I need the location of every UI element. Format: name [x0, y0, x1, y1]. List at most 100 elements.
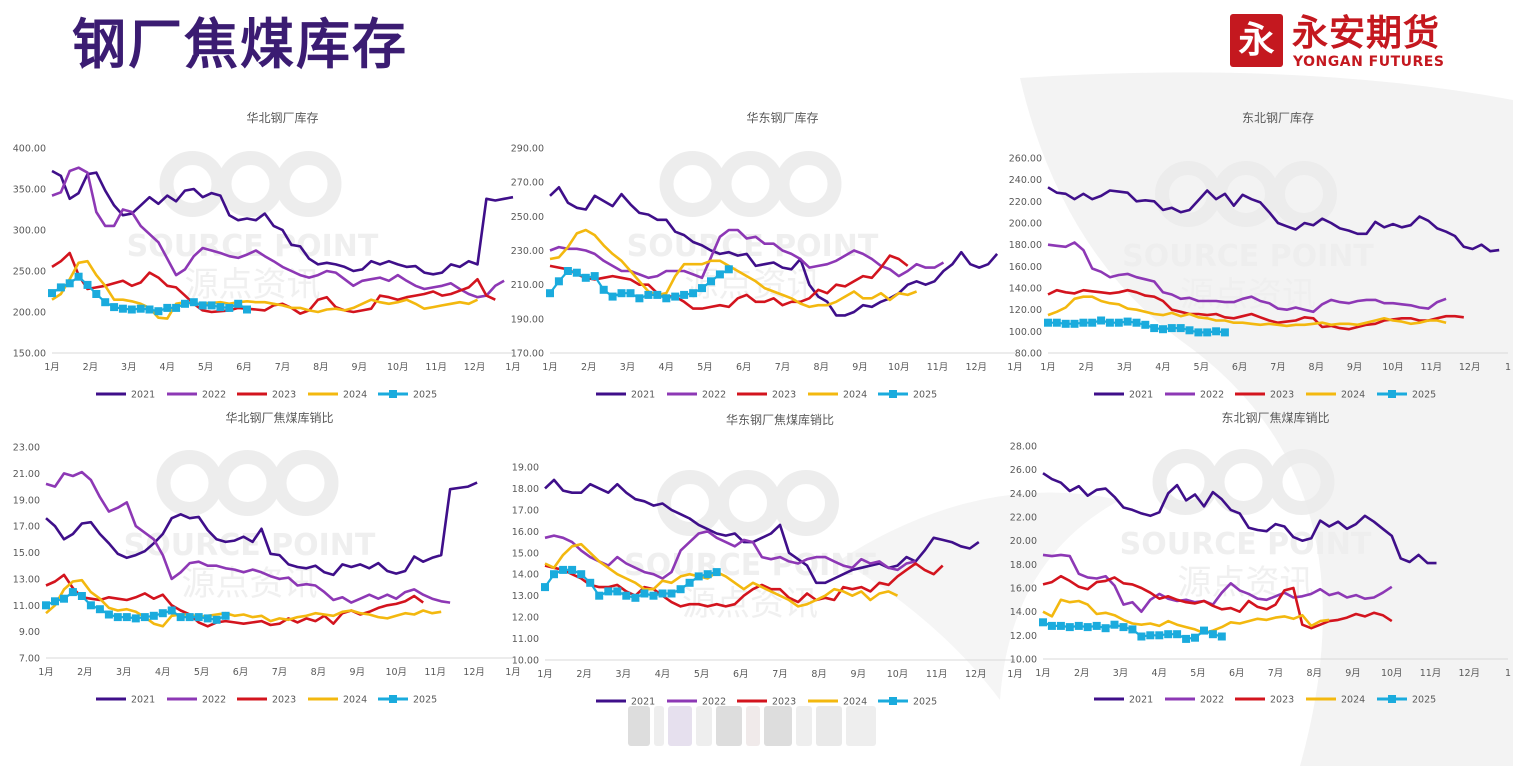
series-marker-2025 [86, 601, 95, 610]
y-tick-label: 24.00 [1010, 489, 1037, 500]
x-tick-label: 7月 [1268, 668, 1284, 679]
series-marker-2025 [653, 290, 662, 299]
x-tick-label: 12月 [965, 669, 987, 680]
legend-marker [389, 390, 397, 398]
y-tick-label: 100.00 [1009, 327, 1042, 338]
series-marker-2025 [658, 589, 667, 598]
x-tick-label: 5月 [1190, 668, 1206, 679]
y-tick-label: 19.00 [13, 495, 40, 506]
chart-title: 华东钢厂库存 [746, 110, 818, 125]
series-marker-2025 [685, 578, 694, 587]
x-tick-label: 4月 [155, 667, 171, 678]
series-marker-2025 [1164, 630, 1173, 639]
series-marker-2025 [703, 570, 712, 579]
x-tick-label: 5月 [697, 362, 713, 373]
series-line-2021 [544, 478, 980, 585]
series-line-2021 [1047, 186, 1500, 253]
series-marker-2025 [667, 589, 676, 598]
y-tick-label: 190.00 [511, 314, 544, 325]
series-marker-2025 [1132, 318, 1141, 327]
y-tick-label: 14.00 [1010, 607, 1037, 618]
legend-item-2025: 2025 [1377, 390, 1436, 401]
legend-item-2025: 2025 [878, 390, 937, 401]
legend-item-2024: 2024 [1306, 390, 1365, 401]
y-tick-label: 230.00 [511, 246, 544, 257]
x-tick-label: 6月 [736, 362, 752, 373]
chart-title: 东北钢厂库存 [1242, 110, 1314, 125]
y-tick-label: 400.00 [13, 144, 46, 155]
legend-item-2022: 2022 [667, 390, 726, 401]
x-tick-label: 9月 [1345, 668, 1361, 679]
y-tick-label: 12.00 [1010, 631, 1037, 642]
series-line-2022 [1047, 241, 1447, 314]
x-tick-label: 1月 [1035, 668, 1051, 679]
series-marker-2025 [221, 611, 230, 620]
y-tick-label: 17.00 [13, 522, 40, 533]
series-marker-2025 [110, 303, 119, 312]
legend-label: 2022 [1200, 390, 1224, 401]
y-tick-label: 21.00 [13, 469, 40, 480]
watermark-text-en: SOURCE POINT [627, 229, 879, 264]
series-marker-2025 [131, 614, 140, 623]
series-marker-2025 [1097, 316, 1106, 325]
series-marker-2025 [1155, 631, 1164, 640]
series-marker-2025 [1052, 318, 1061, 327]
x-tick-label: 7月 [775, 362, 791, 373]
x-tick-label: 7月 [772, 669, 788, 680]
legend-label: 2024 [1341, 695, 1365, 706]
x-tick-label: 2月 [1074, 668, 1090, 679]
series-marker-2025 [118, 304, 127, 313]
series-marker-2025 [1185, 326, 1194, 335]
series-marker-2025 [1110, 620, 1119, 629]
legend-label: 2022 [1200, 695, 1224, 706]
series-marker-2025 [172, 303, 181, 312]
legend-item-2025: 2025 [878, 697, 937, 708]
series-marker-2025 [550, 570, 558, 579]
series-line-2024 [1042, 598, 1330, 635]
legend-item-2025: 2025 [378, 390, 437, 401]
y-tick-label: 15.00 [512, 548, 539, 559]
y-tick-label: 300.00 [13, 226, 46, 237]
y-tick-label: 160.00 [1009, 262, 1042, 273]
y-tick-label: 20.00 [1010, 536, 1037, 547]
legend-label: 2021 [131, 390, 155, 401]
y-tick-label: 210.00 [511, 280, 544, 291]
series-marker-2025 [1047, 621, 1056, 630]
series-marker-2025 [154, 307, 163, 316]
chart-title: 华北钢厂焦煤库销比 [225, 410, 333, 425]
x-tick-label: 8月 [311, 667, 327, 678]
series-marker-2025 [136, 304, 145, 313]
series-marker-2025 [1167, 324, 1176, 333]
series-marker-2025 [671, 292, 680, 301]
y-tick-label: 13.00 [512, 591, 539, 602]
x-tick-label: 4月 [159, 362, 175, 373]
series-marker-2025 [167, 606, 176, 615]
series-marker-2025 [676, 585, 685, 594]
x-tick-label: 8月 [1309, 362, 1325, 373]
legend-item-2022: 2022 [167, 695, 226, 706]
series-marker-2025 [189, 298, 198, 307]
series-line-2021 [1042, 472, 1437, 565]
series-line-2022 [1042, 553, 1393, 613]
x-tick-label: 3月 [620, 362, 636, 373]
series-line-2024 [45, 578, 442, 628]
series-marker-2025 [1065, 623, 1074, 632]
series-marker-2025 [1137, 632, 1146, 641]
series-marker-2025 [234, 299, 243, 308]
series-marker-2025 [1176, 324, 1185, 333]
series-marker-2025 [1128, 625, 1137, 634]
series-marker-2025 [203, 614, 212, 623]
legend-item-2022: 2022 [667, 697, 726, 708]
x-tick-label: 10月 [887, 669, 909, 680]
legend-label: 2022 [702, 697, 726, 708]
y-tick-label: 350.00 [13, 185, 46, 196]
y-tick-label: 17.00 [512, 505, 539, 516]
series-marker-2025 [60, 594, 68, 603]
legend-item-2021: 2021 [96, 695, 155, 706]
x-tick-label: 2月 [581, 362, 597, 373]
legend-item-2021: 2021 [1094, 390, 1153, 401]
x-tick-label: 5月 [194, 667, 210, 678]
series-marker-2025 [101, 298, 110, 307]
series-marker-2025 [1074, 621, 1083, 630]
